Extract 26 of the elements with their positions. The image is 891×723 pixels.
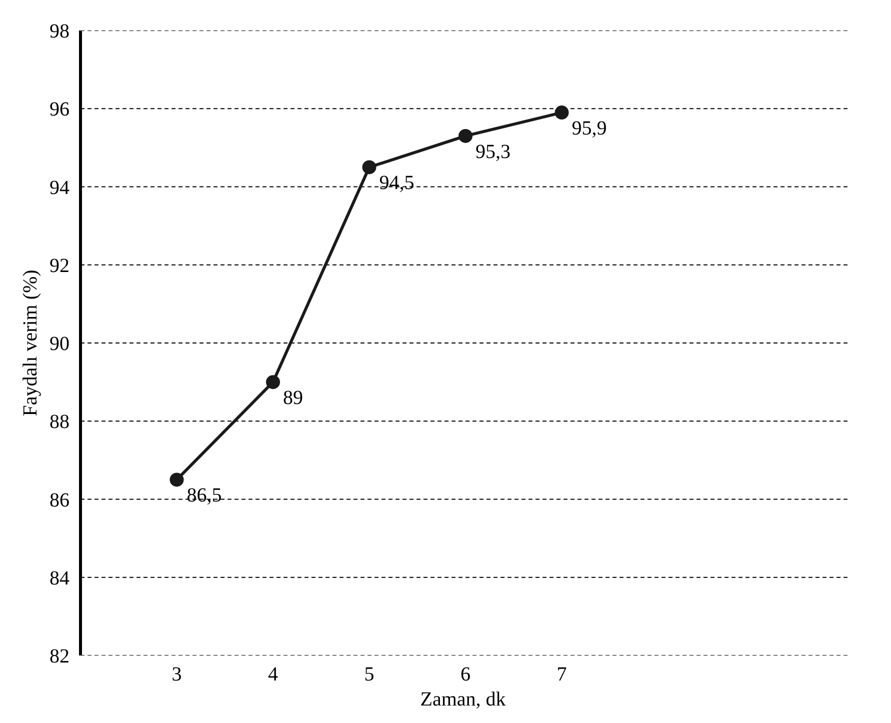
point [362,160,376,174]
y-axis-title: Faydalı verim (%) [20,270,42,416]
point [170,472,184,487]
y-tick-label: 86 [50,489,70,512]
y-tick-label: 96 [50,98,70,121]
y-tick-label: 90 [50,333,70,355]
data-label: 94,5 [379,172,414,194]
y-tick-label: 84 [50,567,70,590]
y-tick-label: 94 [50,176,70,199]
y-tick-label: 92 [50,254,70,277]
data-label: 86,5 [186,484,222,507]
y-tick-label: 98 [50,20,70,42]
x-tick-label: 4 [268,664,278,686]
data-label: 89 [283,387,303,410]
point [266,375,280,390]
x-tick-label: 3 [172,664,182,686]
point [458,128,472,143]
x-tick-label: 7 [556,664,567,686]
y-tick-label: 82 [50,646,70,668]
x-tick-label: 6 [460,664,470,686]
data-label: 95,9 [572,118,607,140]
point [554,106,569,120]
data-label: 95,3 [476,140,510,163]
x-tick-label: 5 [364,664,374,686]
x-axis-title: Zaman, dk [420,688,506,710]
y-tick-label: 88 [50,411,70,434]
